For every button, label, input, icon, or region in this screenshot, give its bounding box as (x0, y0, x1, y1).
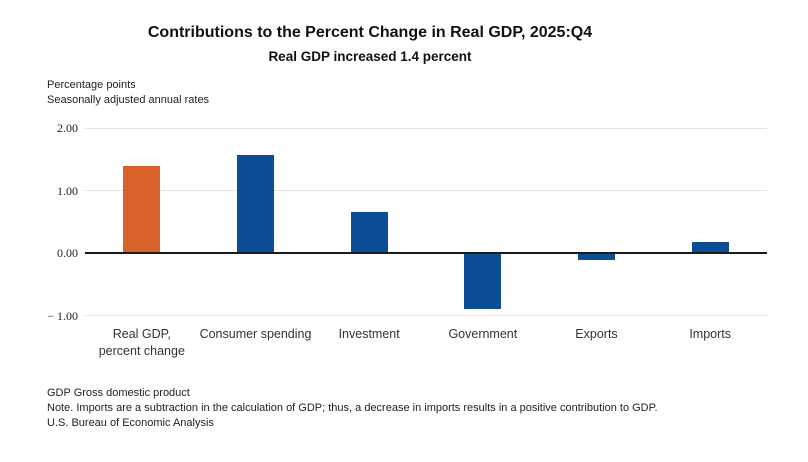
y-axis-tick-label: 1.00 (57, 183, 78, 198)
category-label-line: Real GDP, (112, 327, 171, 341)
category-label-line: Imports (689, 327, 731, 341)
footer-line-note: Note. Imports are a subtraction in the c… (47, 402, 658, 414)
x-axis-category-label: Government (424, 326, 542, 343)
chart-title: Contributions to the Percent Change in R… (147, 24, 593, 41)
x-axis-category-label: Consumer spending (197, 326, 315, 343)
y-axis-tick-label: 2.00 (57, 121, 78, 135)
axis-unit-note: Percentage points Seasonally adjusted an… (47, 78, 209, 108)
x-axis-category-label: Imports (651, 326, 769, 343)
category-label-line: Exports (575, 327, 618, 341)
x-axis-category-label: Investment (310, 326, 428, 343)
gridline-−1.00 (85, 315, 767, 316)
unit-note-line-1: Percentage points (47, 79, 136, 91)
bar-government (464, 253, 502, 309)
footer-notes: GDP Gross domestic product Note. Imports… (47, 386, 658, 431)
zero-axis-line (85, 252, 767, 254)
category-label-line: Consumer spending (199, 327, 312, 341)
y-axis-tick-label: 0.00 (57, 246, 78, 260)
x-axis-category-label: Real GDP, percent change (83, 326, 201, 360)
y-axis-tick-label: − 1.00 (47, 308, 78, 323)
footer-line-gdp: GDP Gross domestic product (47, 387, 190, 399)
bar-investment (350, 212, 388, 253)
bar-consumer-spending (237, 154, 274, 253)
gridline-1.00 (85, 190, 767, 191)
category-label-line: Investment (338, 327, 400, 341)
footer-line-source: U.S. Bureau of Economic Analysis (47, 417, 214, 429)
category-label-line: percent change (98, 344, 185, 358)
x-axis-category-label: Exports (538, 326, 656, 343)
unit-note-line-2: Seasonally adjusted annual rates (47, 94, 210, 106)
gridline-2.00 (85, 127, 767, 129)
category-label-line: Government (448, 327, 518, 341)
bar-imports (691, 241, 729, 253)
bar-exports (578, 253, 615, 260)
chart-subtitle: Real GDP increased 1.4 percent (268, 49, 472, 64)
bar-real-gdp (123, 165, 161, 253)
